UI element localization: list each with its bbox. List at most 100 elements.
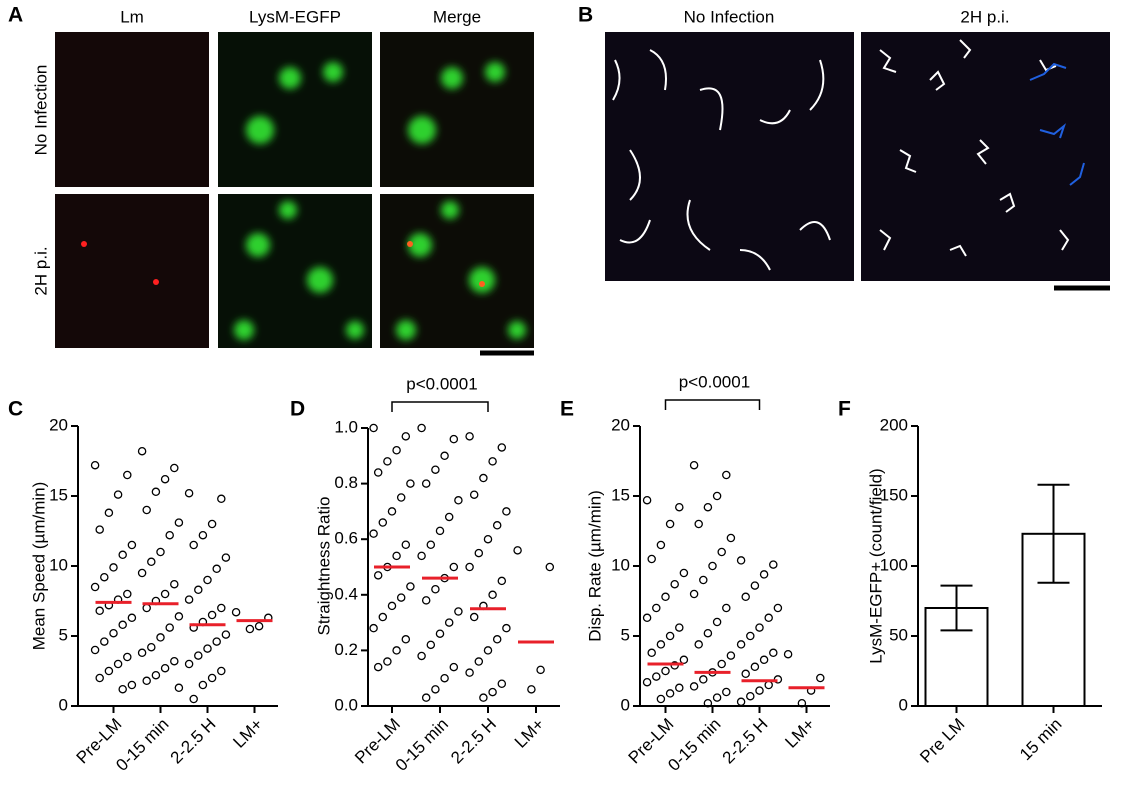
data-point bbox=[656, 640, 666, 649]
data-point bbox=[736, 556, 746, 565]
data-point bbox=[769, 648, 778, 658]
data-point bbox=[465, 432, 474, 441]
data-point bbox=[194, 585, 203, 595]
data-point bbox=[703, 698, 713, 708]
data-point bbox=[369, 529, 378, 538]
y-tick-label: 20 bbox=[611, 415, 630, 434]
column-label: Lm bbox=[120, 7, 144, 26]
data-point bbox=[440, 451, 449, 461]
data-point bbox=[741, 592, 750, 602]
panel-letter: C bbox=[8, 398, 23, 421]
data-point bbox=[444, 618, 454, 627]
data-point bbox=[165, 530, 174, 540]
data-point bbox=[513, 546, 522, 555]
x-tick-label: 15 min bbox=[1016, 715, 1066, 765]
data-point bbox=[170, 579, 179, 589]
data-point bbox=[642, 677, 652, 687]
data-point bbox=[656, 540, 666, 550]
data-point bbox=[184, 659, 194, 669]
data-point bbox=[722, 603, 731, 613]
row-label: 2H p.i. bbox=[31, 246, 50, 295]
data-point bbox=[194, 651, 203, 660]
y-tick-label: 200 bbox=[880, 415, 908, 434]
data-point bbox=[722, 687, 731, 697]
x-tick-label: 2-2.5 H bbox=[719, 715, 772, 768]
data-point bbox=[759, 655, 769, 665]
data-point bbox=[717, 659, 726, 669]
panel-letter: D bbox=[290, 398, 305, 421]
data-point bbox=[652, 672, 661, 681]
data-point bbox=[755, 623, 764, 632]
micrographs bbox=[55, 32, 534, 356]
data-point bbox=[647, 648, 656, 658]
data-point bbox=[123, 589, 132, 599]
data-point bbox=[492, 521, 502, 530]
data-point bbox=[373, 662, 383, 672]
data-point bbox=[109, 563, 118, 572]
data-point bbox=[545, 562, 555, 572]
data-point bbox=[665, 689, 675, 698]
x-tick-label: 0-15 min bbox=[664, 715, 724, 775]
data-point bbox=[392, 551, 401, 561]
data-point bbox=[217, 494, 226, 504]
data-point bbox=[449, 434, 459, 444]
data-point bbox=[137, 446, 147, 456]
data-point bbox=[198, 680, 208, 690]
data-point bbox=[465, 668, 474, 677]
data-point bbox=[95, 673, 104, 683]
data-point bbox=[675, 623, 684, 632]
data-point bbox=[444, 512, 454, 522]
data-point bbox=[383, 457, 392, 466]
data-point bbox=[387, 601, 397, 611]
x-tick-label: LM+ bbox=[781, 715, 818, 752]
data-point bbox=[483, 646, 493, 655]
data-point bbox=[100, 637, 109, 646]
panel-letter: A bbox=[8, 4, 23, 27]
data-point bbox=[170, 656, 179, 666]
data-point bbox=[118, 684, 127, 694]
data-point bbox=[156, 633, 165, 642]
data-point bbox=[764, 613, 773, 623]
data-point bbox=[113, 659, 123, 669]
data-point bbox=[151, 487, 161, 497]
data-point bbox=[137, 648, 147, 658]
y-tick-label: 0 bbox=[59, 695, 68, 714]
data-point bbox=[90, 645, 100, 655]
data-point bbox=[726, 651, 736, 660]
data-point bbox=[689, 589, 699, 599]
data-point bbox=[392, 646, 401, 655]
data-point bbox=[392, 445, 401, 455]
data-point bbox=[137, 568, 147, 578]
data-point bbox=[431, 465, 440, 474]
data-point bbox=[184, 595, 194, 604]
data-point bbox=[369, 623, 378, 633]
data-point bbox=[759, 570, 769, 579]
x-tick-label: LM+ bbox=[229, 715, 266, 752]
data-point bbox=[207, 519, 217, 529]
data-point bbox=[703, 628, 713, 638]
data-point bbox=[642, 613, 652, 623]
data-point bbox=[750, 581, 760, 590]
data-point bbox=[406, 479, 415, 488]
data-point bbox=[656, 694, 666, 704]
data-point bbox=[712, 693, 722, 702]
row-label: No Infection bbox=[31, 65, 50, 156]
x-tick-label: 2-2.5 H bbox=[167, 715, 220, 768]
data-point bbox=[497, 443, 507, 452]
y-axis-label: Disp. Rate (µm/min) bbox=[585, 490, 604, 641]
track-images bbox=[605, 32, 1110, 291]
y-tick-label: 5 bbox=[621, 625, 630, 644]
data-point bbox=[417, 651, 426, 661]
data-point bbox=[755, 686, 764, 695]
data-point bbox=[189, 540, 198, 550]
data-point bbox=[488, 687, 497, 697]
column-label: Merge bbox=[433, 7, 481, 26]
x-tick-label: LM+ bbox=[511, 715, 548, 752]
data-point bbox=[113, 490, 123, 499]
data-point bbox=[736, 697, 746, 707]
data-point bbox=[383, 657, 392, 666]
data-point bbox=[746, 691, 755, 701]
data-point bbox=[396, 493, 406, 502]
data-point bbox=[401, 635, 411, 644]
significance-bracket bbox=[391, 401, 489, 412]
